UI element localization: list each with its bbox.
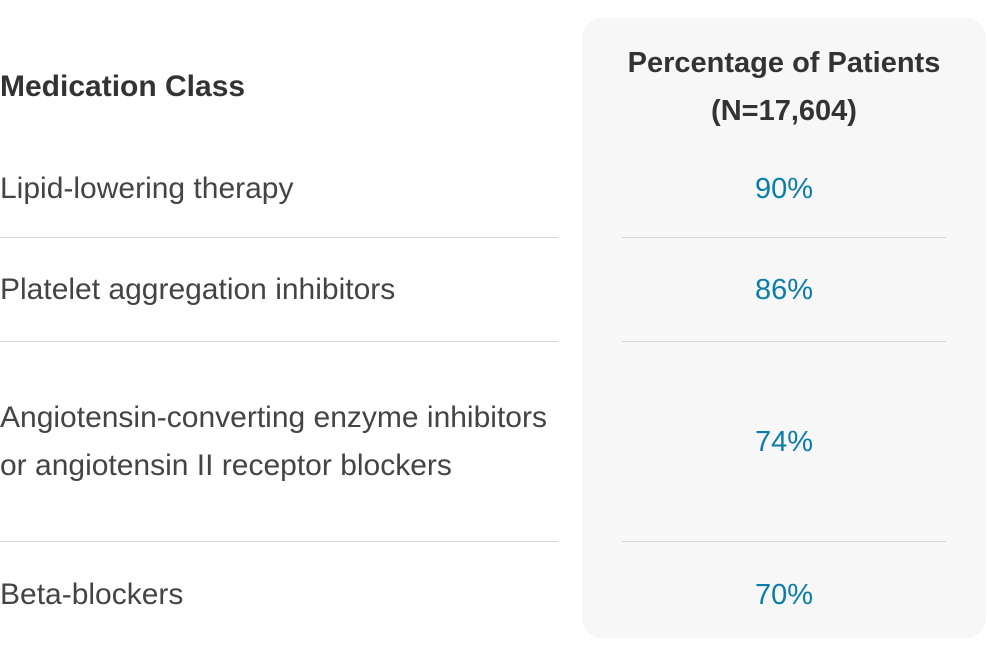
table-row: Angiotensin-converting enzyme inhibitors…: [0, 342, 987, 542]
table-row: Beta-blockers 70%: [0, 542, 987, 648]
class-cell: Lipid-lowering therapy: [0, 172, 294, 205]
highlight-column: [582, 18, 986, 638]
row-divider: [0, 341, 558, 342]
table-row: Lipid-lowering therapy 90%: [0, 140, 987, 238]
percentage-cell: 86%: [754, 274, 814, 306]
class-cell: Angiotensin-converting enzyme inhibitors…: [0, 401, 547, 482]
row-divider: [622, 237, 946, 238]
class-cell: Beta-blockers: [0, 578, 184, 611]
header-row: Medication Class Percentage of Patients …: [0, 0, 987, 140]
row-divider: [0, 237, 558, 238]
header-cell: Medication Class: [0, 70, 246, 103]
header-cell: Percentage of Patients (N=17,604): [627, 47, 941, 127]
class-cell: Platelet aggregation inhibitors: [0, 273, 396, 306]
row-divider: [0, 541, 558, 542]
percentage-cell: 90%: [754, 173, 814, 205]
percentage-cell: 74%: [754, 426, 814, 458]
percentage-cell: 70%: [754, 579, 814, 611]
row-divider: [622, 341, 946, 342]
table-row: Platelet aggregation inhibitors 86%: [0, 238, 987, 342]
row-divider: [622, 541, 946, 542]
